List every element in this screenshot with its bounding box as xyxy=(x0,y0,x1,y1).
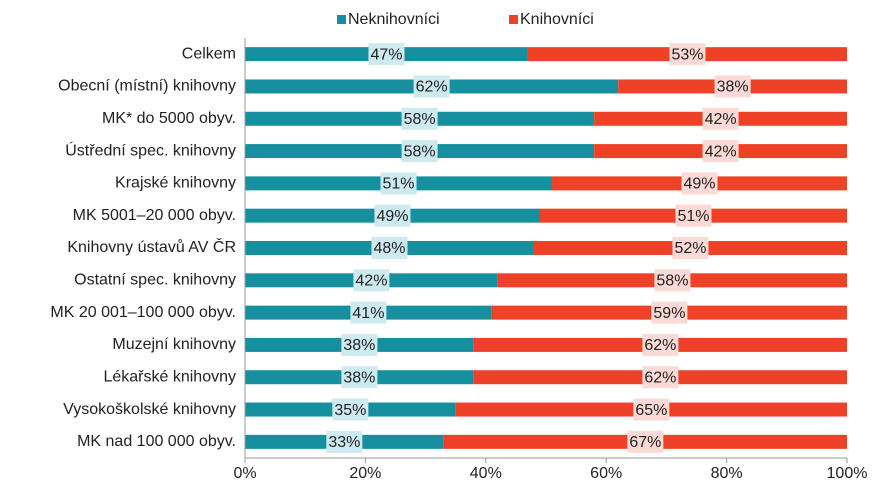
y-tick-label: MK* do 5000 obyv. xyxy=(102,110,236,127)
y-tick-label: Celkem xyxy=(182,45,236,62)
y-tick-label: Vysokoškolské knihovny xyxy=(63,401,236,418)
y-tick-label: Ústřední spec. knihovny xyxy=(65,140,236,159)
value-label-bg xyxy=(633,398,670,421)
value-label: 51% xyxy=(382,176,414,193)
value-label: 58% xyxy=(404,143,436,160)
value-label: 47% xyxy=(370,46,402,63)
value-label: 38% xyxy=(343,337,375,354)
value-label-bg xyxy=(350,301,387,324)
x-tick-label: 60% xyxy=(590,465,622,482)
value-label: 38% xyxy=(717,79,749,96)
value-label-bg xyxy=(702,140,739,163)
value-label-bg xyxy=(642,366,679,389)
value-label: 58% xyxy=(404,111,436,128)
y-tick-label: Krajské knihovny xyxy=(115,175,236,192)
value-label: 42% xyxy=(705,111,737,128)
value-label-bg xyxy=(341,333,378,356)
value-label-bg xyxy=(702,107,739,130)
value-label-bg xyxy=(675,204,712,227)
value-label-bg xyxy=(654,269,691,292)
y-tick-label: Lékařské knihovny xyxy=(103,368,236,385)
value-label: 51% xyxy=(677,208,709,225)
value-label: 42% xyxy=(705,143,737,160)
value-label-bg xyxy=(374,204,411,227)
value-label-bg xyxy=(380,172,417,195)
value-label: 35% xyxy=(334,402,366,419)
value-label-bg xyxy=(353,269,390,292)
legend-label: Neknihovníci xyxy=(348,11,440,28)
value-label-bg xyxy=(669,43,706,66)
x-tick-label: 40% xyxy=(470,465,502,482)
value-label: 62% xyxy=(644,369,676,386)
y-tick-label: Obecní (místní) knihovny xyxy=(58,78,236,95)
value-label-bg xyxy=(642,333,679,356)
value-label-bg xyxy=(413,75,450,98)
value-label-bg xyxy=(672,237,709,259)
value-label: 67% xyxy=(629,434,661,451)
value-label: 65% xyxy=(635,402,667,419)
value-label: 38% xyxy=(343,369,375,386)
value-label-bg xyxy=(627,430,664,453)
value-label-bg xyxy=(368,43,405,66)
value-label: 62% xyxy=(644,337,676,354)
y-tick-label: MK 5001–20 000 obyv. xyxy=(73,207,236,224)
value-label: 33% xyxy=(328,434,360,451)
y-tick-label: Muzejní knihovny xyxy=(112,336,236,353)
value-label: 52% xyxy=(674,240,706,257)
x-tick-label: 100% xyxy=(827,465,868,482)
legend-swatch xyxy=(509,15,518,24)
value-label: 41% xyxy=(352,305,384,322)
y-tick-label: Knihovny ústavů AV ČR xyxy=(67,237,236,256)
value-label-bg xyxy=(326,430,363,453)
value-label: 59% xyxy=(653,305,685,322)
y-tick-label: MK 20 001–100 000 obyv. xyxy=(50,304,236,321)
x-tick-label: 80% xyxy=(711,465,743,482)
value-label: 48% xyxy=(373,240,405,257)
value-label-bg xyxy=(341,366,378,389)
value-label-bg xyxy=(681,172,718,195)
value-label: 49% xyxy=(683,176,715,193)
value-label: 53% xyxy=(671,46,703,63)
x-tick-label: 20% xyxy=(349,465,381,482)
value-label: 62% xyxy=(416,79,448,96)
value-label-bg xyxy=(401,140,438,163)
x-tick-label: 0% xyxy=(233,465,256,482)
y-tick-label: MK nad 100 000 obyv. xyxy=(77,433,236,450)
value-label: 49% xyxy=(376,208,408,225)
value-label-bg xyxy=(651,301,688,324)
value-label: 58% xyxy=(656,273,688,290)
legend-label: Knihovníci xyxy=(520,11,594,28)
value-label-bg xyxy=(714,75,751,98)
value-label-bg xyxy=(371,237,408,259)
value-label-bg xyxy=(401,107,438,130)
y-tick-label: Ostatní spec. knihovny xyxy=(74,272,236,289)
value-label-bg xyxy=(332,398,369,421)
legend-swatch xyxy=(337,15,346,24)
value-label: 42% xyxy=(355,273,387,290)
